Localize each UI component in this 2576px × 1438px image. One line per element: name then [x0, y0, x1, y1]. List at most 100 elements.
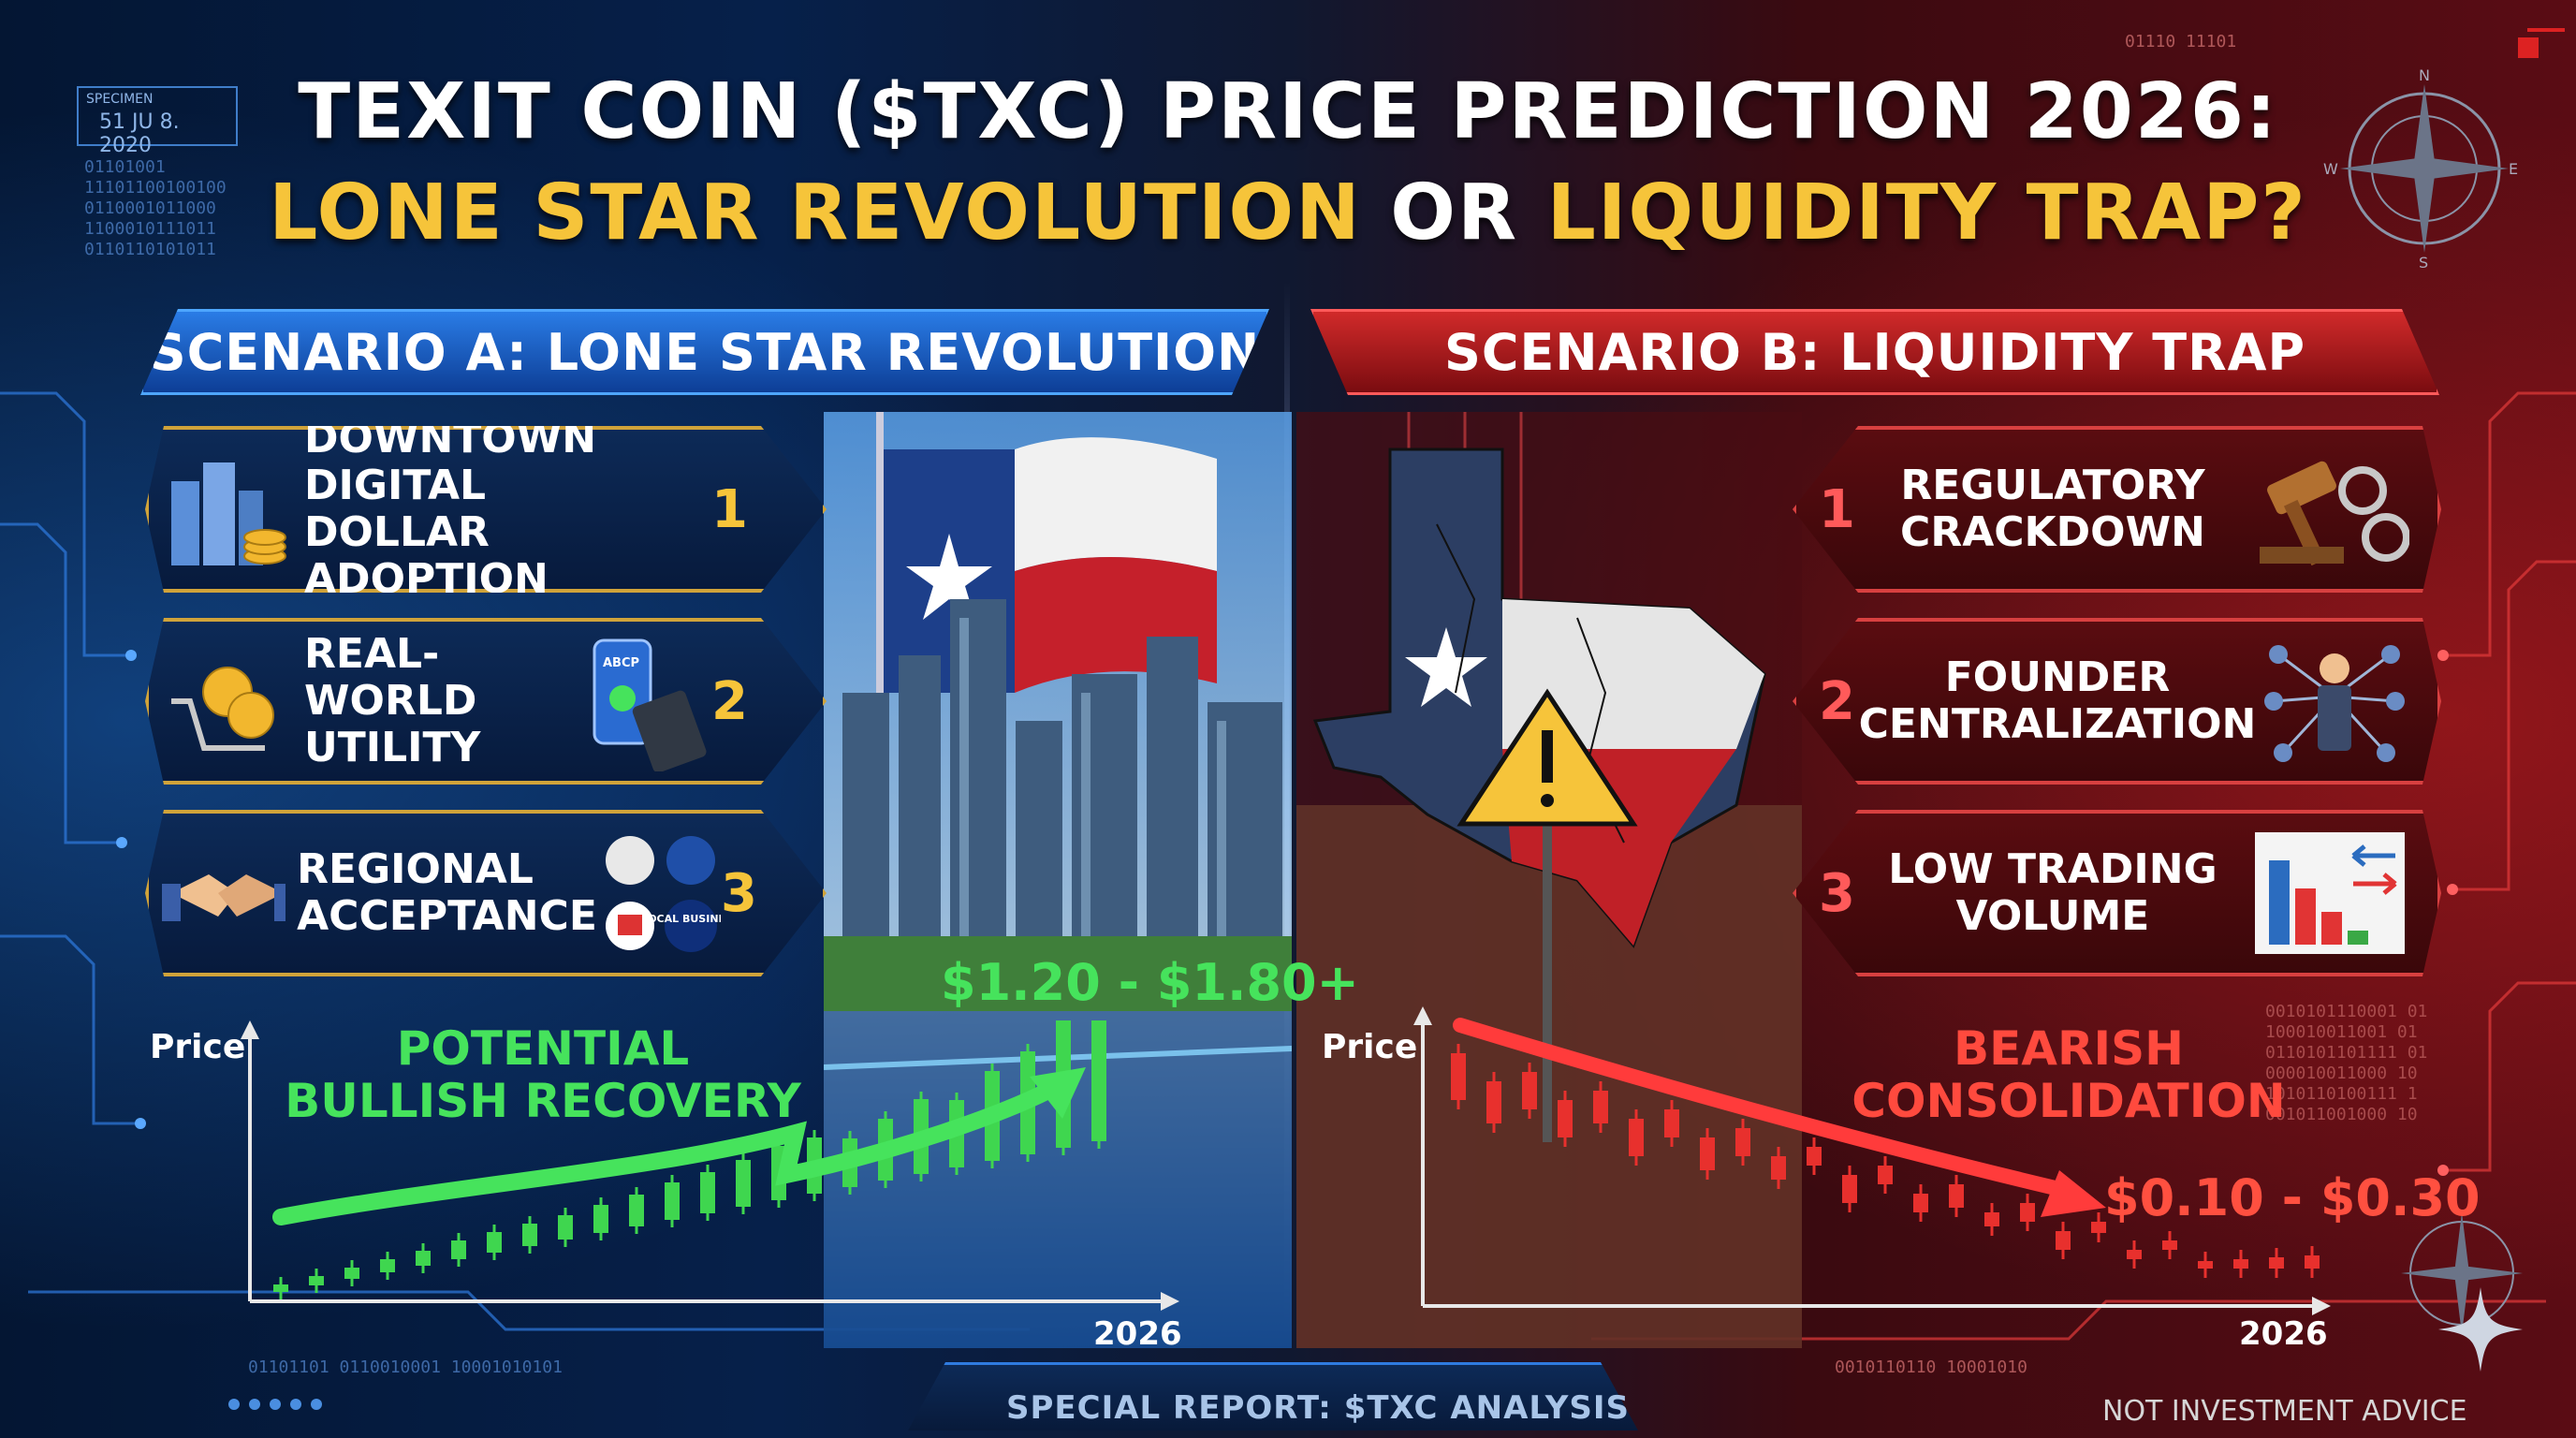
item-number: 1	[711, 478, 748, 540]
bear-candle	[1451, 1053, 1466, 1100]
bear-candle	[1522, 1072, 1537, 1109]
bear-candle	[2127, 1250, 2142, 1259]
bear-candle	[2198, 1261, 2213, 1269]
bull-candle	[487, 1232, 502, 1253]
binary-line: 0010101110001 01	[2265, 1002, 2428, 1021]
item-label-line1: DOWNTOWN DIGITAL	[304, 415, 597, 509]
item-label-line1: LOW TRADING	[1888, 845, 2217, 893]
bull-candle	[700, 1172, 715, 1213]
bear-candle	[2233, 1259, 2248, 1269]
network-person-icon	[2260, 631, 2409, 771]
local-business-badges-icon: LOCAL BUSINESS	[597, 823, 721, 963]
badge-text: LOCAL BUSINESS	[641, 913, 721, 925]
bull-candle	[273, 1284, 288, 1292]
item-label-line2: ACCEPTANCE	[297, 892, 597, 940]
bull-candle	[558, 1215, 573, 1240]
bear-candle	[2269, 1257, 2284, 1269]
binary-bottom-left: 01101101 0110010001 10001010101	[248, 1357, 563, 1377]
item-label-line2: UTILITY	[304, 724, 481, 771]
bull-candle	[629, 1195, 644, 1226]
binary-top-right: 01110 11101	[2125, 32, 2237, 51]
date-stamp: SPECIMEN 51 JU 8. 2020	[77, 86, 238, 157]
bear-candle	[1807, 1147, 1822, 1166]
bear-chart-label: BEARISH CONSOLIDATION	[1852, 1021, 2286, 1128]
compass-e: E	[2509, 160, 2518, 178]
bull-chart-xlabel: 2026	[1093, 1315, 1182, 1353]
bear-chart-svg	[1413, 1006, 2331, 1315]
scenario-a-item-2-text: REAL-WORLD UTILITY	[304, 631, 590, 771]
binary-line: 000010011000 10	[2265, 1064, 2418, 1083]
bear-trend-arrow	[1453, 1018, 2067, 1196]
bull-candle	[1091, 1020, 1106, 1141]
scenario-b-item-2-text: FOUNDER CENTRALIZATION	[1855, 654, 2260, 748]
handshake-icon	[162, 828, 285, 959]
scenario-a-item-2: REAL-WORLD UTILITY ABCP 2	[145, 618, 827, 785]
binary-line: 0110101101111 01	[2265, 1043, 2428, 1063]
sparkle-icon	[2438, 1287, 2523, 1372]
footer-report-title: SPECIAL REPORT: $TXC ANALYSIS	[1006, 1389, 1631, 1427]
bull-candle	[665, 1182, 680, 1220]
bear-candle	[1842, 1175, 1857, 1203]
bear-candle	[1700, 1137, 1715, 1170]
binary-line: 1100010111011	[84, 219, 216, 239]
scenario-a-item-1: DOWNTOWN DIGITAL DOLLAR ADOPTION 1	[145, 426, 827, 593]
binary-line: 11101100100100	[84, 178, 227, 198]
item-number: 2	[711, 670, 748, 732]
bear-candle	[1984, 1212, 1999, 1226]
bear-candle	[1771, 1156, 1786, 1180]
cracked-texas-warning-image	[1296, 412, 1802, 1348]
date-stamp-value: 51 JU 8. 2020	[99, 110, 180, 157]
compass-icon: N E S W	[2323, 66, 2518, 271]
bar-chart-arrows-icon	[2250, 823, 2409, 963]
scenario-a-item-3-text: REGIONAL ACCEPTANCE	[297, 846, 597, 940]
binary-line: 01101001	[84, 157, 166, 177]
bear-candle	[2162, 1240, 2177, 1250]
binary-left-block: 01101001 11101100100100 0110001011000 11…	[84, 157, 227, 260]
item-number: 3	[721, 862, 757, 924]
bear-candle	[1558, 1100, 1573, 1137]
bear-candle	[1629, 1119, 1644, 1156]
bear-chart-ylabel: Price	[1322, 1028, 1418, 1066]
bear-arrow-head	[2041, 1170, 2106, 1217]
scenario-b-item-2: 2 FOUNDER CENTRALIZATION	[1793, 618, 2441, 785]
bear-candle	[2305, 1255, 2320, 1269]
item-label-line1: REAL-WORLD	[304, 630, 477, 725]
bear-candle	[1913, 1194, 1928, 1212]
bear-candle	[2056, 1231, 2071, 1250]
date-stamp-label: SPECIMEN	[86, 92, 154, 107]
bull-chart-svg	[241, 1020, 1179, 1311]
bear-candle	[1486, 1081, 1501, 1123]
scenario-a-item-3: REGIONAL ACCEPTANCE LOCAL BUSINESS 3	[145, 810, 827, 976]
item-label-line2: CRACKDOWN	[1900, 508, 2205, 556]
texas-flag-skyline-image	[824, 412, 1292, 1348]
scenario-b-item-3: 3 LOW TRADING VOLUME	[1793, 810, 2441, 976]
bull-candle	[344, 1268, 359, 1279]
title-scenario-a: LONE STAR REVOLUTION	[269, 169, 1362, 257]
footer-disclaimer: NOT INVESTMENT ADVICE	[2102, 1395, 2467, 1428]
item-number: 1	[1819, 478, 1855, 540]
item-label-line2: DOLLAR ADOPTION	[304, 508, 549, 603]
binary-line: 0110110101011	[84, 240, 216, 259]
binary-line: 0110001011000	[84, 198, 216, 218]
phone-text: ABCP	[603, 656, 639, 670]
city-coins-icon	[162, 444, 293, 575]
binary-line: 001011001000 10	[2265, 1105, 2418, 1124]
footer-banner	[908, 1362, 1638, 1431]
bear-candle	[2091, 1222, 2106, 1233]
item-label-line2: CENTRALIZATION	[1858, 700, 2257, 748]
item-label-line2: VOLUME	[1955, 892, 2150, 940]
title-or: OR	[1361, 169, 1547, 257]
bull-candle	[522, 1224, 537, 1246]
scenario-b-item-1: 1 REGULATORY CRACKDOWN	[1793, 426, 2441, 593]
item-number: 3	[1819, 862, 1855, 924]
title-line-1: TEXIT COIN ($TXC) PRICE PREDICTION 2026:	[298, 67, 2278, 156]
scenario-b-item-1-text: REGULATORY CRACKDOWN	[1855, 462, 2250, 556]
title-scenario-b: LIQUIDITY TRAP?	[1546, 169, 2307, 257]
compass-w: W	[2323, 160, 2338, 178]
binary-line: 1010110100111 1	[2265, 1084, 2418, 1104]
bear-candle	[1878, 1166, 1893, 1184]
scenario-a-banner: SCENARIO A: LONE STAR REVOLUTION	[140, 309, 1269, 395]
bear-candle	[1593, 1091, 1608, 1123]
bull-candle	[451, 1240, 466, 1259]
compass-n: N	[2419, 66, 2430, 84]
